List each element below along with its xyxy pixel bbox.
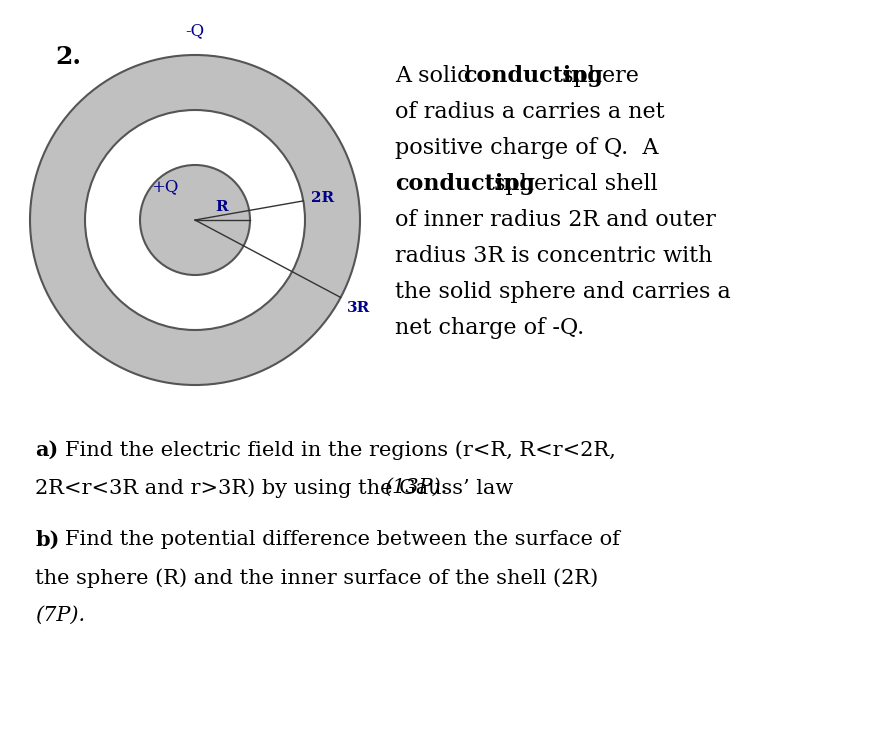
Text: sphere: sphere <box>555 65 638 87</box>
Circle shape <box>85 110 305 330</box>
Text: conducting: conducting <box>463 65 603 87</box>
Text: Find the potential difference between the surface of: Find the potential difference between th… <box>65 530 620 549</box>
Text: positive charge of Q.  A: positive charge of Q. A <box>395 137 658 159</box>
Text: 2.: 2. <box>55 45 81 69</box>
Text: radius 3R is concentric with: radius 3R is concentric with <box>395 245 712 267</box>
Text: b): b) <box>35 530 59 550</box>
Text: +Q: +Q <box>152 179 179 196</box>
Text: the sphere (R) and the inner surface of the shell (2R): the sphere (R) and the inner surface of … <box>35 568 598 588</box>
Text: of radius a carries a net: of radius a carries a net <box>395 101 665 123</box>
Text: 3R: 3R <box>347 302 370 316</box>
Circle shape <box>140 165 250 275</box>
Text: A solid: A solid <box>395 65 479 87</box>
Text: (13P).: (13P). <box>383 478 447 497</box>
Text: the solid sphere and carries a: the solid sphere and carries a <box>395 281 731 303</box>
Text: of inner radius 2R and outer: of inner radius 2R and outer <box>395 209 716 231</box>
Text: 2R<r<3R and r>3R) by using the Gauss’ law: 2R<r<3R and r>3R) by using the Gauss’ la… <box>35 478 520 498</box>
Circle shape <box>30 55 360 385</box>
Text: conducting: conducting <box>395 173 535 195</box>
Text: R: R <box>215 200 227 214</box>
Text: Find the electric field in the regions (r<R, R<r<2R,: Find the electric field in the regions (… <box>65 440 616 459</box>
Text: a): a) <box>35 440 58 460</box>
Text: -Q: -Q <box>186 22 205 39</box>
Text: spherical shell: spherical shell <box>487 173 658 195</box>
Text: net charge of -Q.: net charge of -Q. <box>395 317 584 339</box>
Text: (7P).: (7P). <box>35 606 85 625</box>
Text: 2R: 2R <box>311 191 334 205</box>
